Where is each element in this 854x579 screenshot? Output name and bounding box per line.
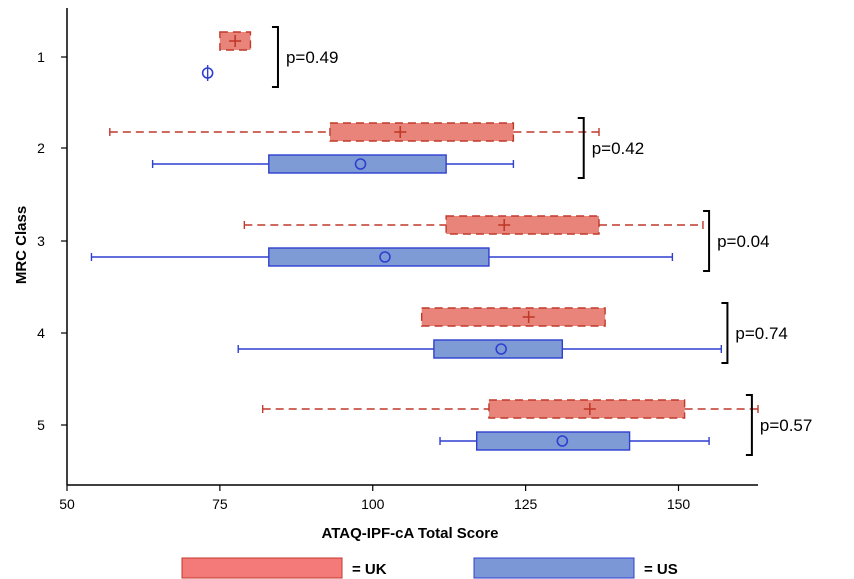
boxes <box>90 31 759 451</box>
p-value-bracket-mrc-5: p=0.57 <box>745 394 812 456</box>
annotations: p=0.49 p=0.42 p=0.04 p=0.74 p=0.57 <box>271 26 812 456</box>
bracket-line <box>745 394 753 456</box>
box-us-mrc-3 <box>90 247 674 267</box>
y-tick-label: 3 <box>37 233 45 249</box>
x-tick-label: 100 <box>361 496 385 512</box>
iqr-box <box>445 215 600 235</box>
box-uk-mrc-2 <box>109 122 600 142</box>
mean-marker <box>556 435 569 447</box>
p-value-bracket-mrc-1: p=0.49 <box>271 26 338 88</box>
p-value-label: p=0.57 <box>760 416 812 435</box>
p-value-bracket-mrc-3: p=0.04 <box>703 210 770 272</box>
iqr-box <box>329 122 515 142</box>
legend-label: = US <box>644 561 678 578</box>
x-axis-title: ATAQ-IPF-cA Total Score <box>322 525 499 542</box>
axes: 50 75 100 125 150 1 2 3 4 5 <box>37 8 758 512</box>
p-value-label: p=0.04 <box>717 232 769 251</box>
y-tick-label: 2 <box>37 140 45 156</box>
legend-item-uk: = UK <box>181 557 387 579</box>
p-value-label: p=0.74 <box>735 324 787 343</box>
p-value-label: p=0.42 <box>592 139 644 158</box>
p-value-bracket-mrc-2: p=0.42 <box>577 117 644 179</box>
box-uk-mrc-4 <box>420 307 606 327</box>
box-us-mrc-5 <box>439 431 710 451</box>
iqr-box <box>268 247 490 267</box>
x-tick-label: 75 <box>212 496 228 512</box>
x-tick-label: 50 <box>59 496 75 512</box>
y-axis-title: MRC Class <box>13 206 30 284</box>
legend-label: = UK <box>352 561 387 578</box>
mean-marker <box>379 251 391 263</box>
box-us-mrc-2 <box>151 154 515 174</box>
box-us-mrc-4 <box>237 339 723 359</box>
p-value-bracket-mrc-4: p=0.74 <box>721 302 788 364</box>
legend-swatch <box>181 557 343 579</box>
mean-marker <box>495 343 507 355</box>
y-tick-label: 1 <box>37 49 45 65</box>
box-uk-mrc-3 <box>243 215 704 235</box>
bracket-line <box>271 26 279 88</box>
y-tick-label: 4 <box>37 325 45 341</box>
x-tick-label: 125 <box>514 496 538 512</box>
iqr-box <box>433 339 564 359</box>
bracket-line <box>703 210 711 272</box>
iqr-box <box>476 431 631 451</box>
legend-swatch <box>473 557 635 579</box>
box-uk-mrc-5 <box>261 399 759 419</box>
y-tick-label: 5 <box>37 417 45 433</box>
iqr-box <box>420 307 606 327</box>
legend-item-us: = US <box>473 557 678 579</box>
x-tick-label: 150 <box>667 496 691 512</box>
bracket-line <box>577 117 585 179</box>
bracket-line <box>721 302 729 364</box>
mean-marker <box>354 158 367 170</box>
p-value-label: p=0.49 <box>286 48 338 67</box>
box-us-mrc-1 <box>201 65 214 81</box>
box-uk-mrc-1 <box>219 31 252 51</box>
legend: = UK = US <box>181 557 678 579</box>
iqr-box <box>268 154 447 174</box>
mean-marker <box>201 67 214 79</box>
